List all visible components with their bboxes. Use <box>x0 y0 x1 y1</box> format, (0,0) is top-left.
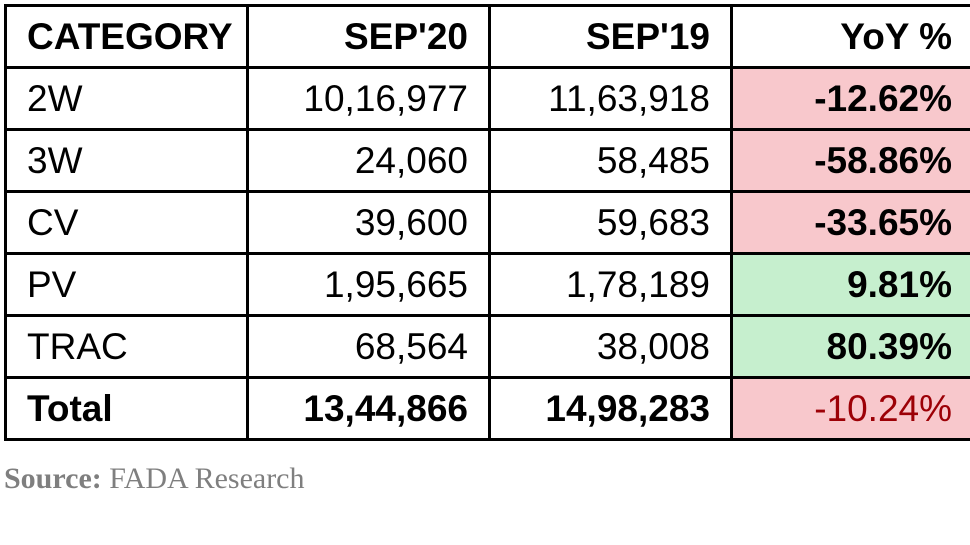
sep19-cell: 11,63,918 <box>488 66 733 131</box>
source-label: Source: <box>4 462 102 495</box>
total-yoy-cell: -10.24% <box>730 376 970 441</box>
header-category: CATEGORY <box>4 4 249 69</box>
sep20-cell: 39,600 <box>246 190 491 255</box>
total-sep19-cell: 14,98,283 <box>488 376 733 441</box>
category-cell: CV <box>4 190 249 255</box>
category-cell: TRAC <box>4 314 249 379</box>
header-yoy: YoY % <box>730 4 970 69</box>
source-note: Source: FADA Research <box>4 462 305 496</box>
total-category-cell: Total <box>4 376 249 441</box>
category-cell: 2W <box>4 66 249 131</box>
table-row: 2W 10,16,977 11,63,918 -12.62% <box>4 66 970 131</box>
table-row: TRAC 68,564 38,008 80.39% <box>4 314 970 379</box>
sep20-cell: 24,060 <box>246 128 491 193</box>
table-row: 3W 24,060 58,485 -58.86% <box>4 128 970 193</box>
source-value: FADA Research <box>109 462 305 495</box>
yoy-cell: -33.65% <box>730 190 970 255</box>
table-row: CV 39,600 59,683 -33.65% <box>4 190 970 255</box>
header-sep19: SEP'19 <box>488 4 733 69</box>
sep19-cell: 58,485 <box>488 128 733 193</box>
sep19-cell: 1,78,189 <box>488 252 733 317</box>
yoy-cell: -58.86% <box>730 128 970 193</box>
total-row: Total 13,44,866 14,98,283 -10.24% <box>4 376 970 441</box>
registrations-table: CATEGORY SEP'20 SEP'19 YoY % 2W 10,16,97… <box>4 4 970 441</box>
header-sep20: SEP'20 <box>246 4 491 69</box>
yoy-cell: 9.81% <box>730 252 970 317</box>
table-row: PV 1,95,665 1,78,189 9.81% <box>4 252 970 317</box>
sep20-cell: 68,564 <box>246 314 491 379</box>
total-sep20-cell: 13,44,866 <box>246 376 491 441</box>
sep20-cell: 10,16,977 <box>246 66 491 131</box>
sep20-cell: 1,95,665 <box>246 252 491 317</box>
sep19-cell: 59,683 <box>488 190 733 255</box>
category-cell: PV <box>4 252 249 317</box>
category-cell: 3W <box>4 128 249 193</box>
sep19-cell: 38,008 <box>488 314 733 379</box>
header-row: CATEGORY SEP'20 SEP'19 YoY % <box>4 4 970 69</box>
yoy-cell: 80.39% <box>730 314 970 379</box>
yoy-cell: -12.62% <box>730 66 970 131</box>
